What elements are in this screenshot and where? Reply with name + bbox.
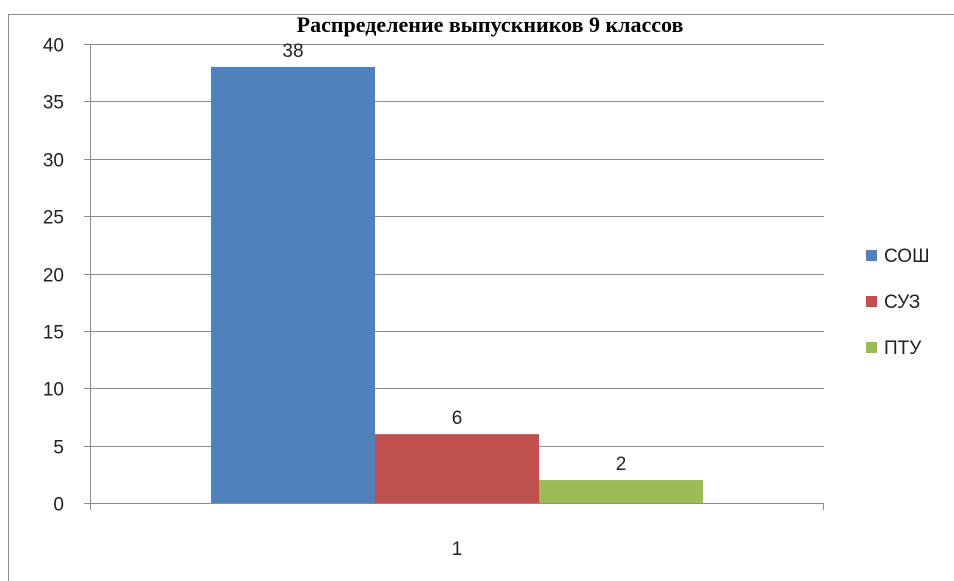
bars <box>211 66 703 503</box>
y-tick-label: 20 <box>43 266 64 287</box>
y-tick-label: 10 <box>43 380 64 401</box>
data-labels: 38 6 2 <box>282 41 626 475</box>
bar-пту <box>539 480 703 503</box>
data-label: 38 <box>282 41 303 62</box>
y-tick-label: 35 <box>43 93 64 114</box>
legend-swatch <box>866 296 877 307</box>
bar-сош <box>211 66 375 503</box>
legend-label: ПТУ <box>884 338 922 359</box>
y-tick-label: 30 <box>43 151 64 172</box>
legend-swatch <box>866 342 877 353</box>
legend-label: СОШ <box>884 246 930 267</box>
y-tick-label: 5 <box>53 438 64 459</box>
legend-swatch <box>866 250 877 261</box>
legend: СОШ СУЗ ПТУ <box>866 246 930 359</box>
bar-суз <box>375 434 539 503</box>
y-tick-label: 0 <box>53 495 64 516</box>
legend-label: СУЗ <box>884 292 920 313</box>
x-tick-label: 1 <box>452 539 463 560</box>
y-tick-label: 15 <box>43 323 64 344</box>
chart-title: Распределение выпускников 9 классов <box>297 12 684 37</box>
y-tick-label: 25 <box>43 208 64 229</box>
data-label: 6 <box>452 408 463 429</box>
data-label: 2 <box>616 454 627 475</box>
axes: 0 5 10 15 20 25 30 35 40 1 <box>43 36 824 560</box>
y-tick-label: 40 <box>43 36 64 57</box>
